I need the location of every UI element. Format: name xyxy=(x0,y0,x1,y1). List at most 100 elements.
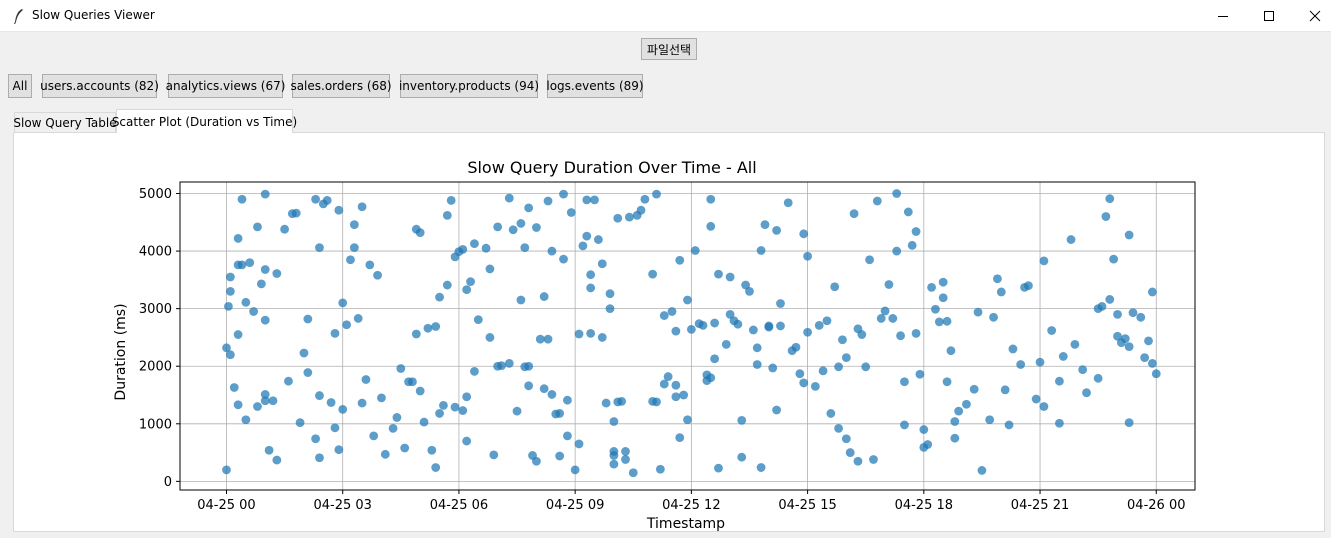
data-point xyxy=(725,272,735,282)
data-points xyxy=(222,189,1161,478)
data-point xyxy=(346,255,355,265)
data-point xyxy=(605,304,615,314)
filter-logs-events-button[interactable]: logs.events (89) xyxy=(546,74,644,98)
data-point xyxy=(841,353,851,362)
filter-inventory-products-button[interactable]: inventory.products (94) xyxy=(399,74,539,98)
y-tick-label: 1000 xyxy=(139,417,172,432)
feather-icon xyxy=(14,9,23,24)
data-point xyxy=(597,333,607,342)
filter-users-accounts-button[interactable]: users.accounts (82) xyxy=(40,74,159,98)
data-point xyxy=(659,379,669,389)
data-point xyxy=(671,380,681,390)
data-point xyxy=(508,225,518,235)
data-point xyxy=(985,415,995,425)
data-point xyxy=(504,358,514,368)
close-button[interactable] xyxy=(1292,0,1331,32)
tab-scatter-plot[interactable]: Scatter Plot (Duration vs Time) xyxy=(112,109,297,133)
data-point xyxy=(245,258,255,267)
data-point xyxy=(900,377,909,387)
data-point xyxy=(613,213,623,223)
close-icon xyxy=(1309,10,1321,22)
y-axis-label: Duration (ms) xyxy=(113,303,129,400)
data-point xyxy=(222,465,231,475)
data-point xyxy=(772,225,782,235)
data-point xyxy=(272,455,282,465)
data-point xyxy=(315,243,324,253)
data-point xyxy=(423,323,433,333)
data-point xyxy=(745,286,754,296)
data-point xyxy=(396,364,406,373)
data-point xyxy=(822,316,832,326)
filter-sales-orders-button[interactable]: sales.orders (68) xyxy=(290,74,392,98)
data-point xyxy=(229,383,239,392)
data-point xyxy=(857,330,867,339)
data-point xyxy=(532,456,541,466)
title-bar: Slow Queries Viewer xyxy=(0,0,1331,32)
data-point xyxy=(311,434,320,444)
data-point xyxy=(295,418,305,428)
data-point xyxy=(915,369,925,379)
file-select-button[interactable]: 파일선택 xyxy=(641,38,697,60)
y-tick-label: 0 xyxy=(164,475,172,490)
data-point xyxy=(442,210,452,220)
data-point xyxy=(597,259,607,269)
data-point xyxy=(621,455,630,464)
data-point xyxy=(1144,336,1153,346)
data-point xyxy=(470,239,479,248)
data-point xyxy=(799,378,809,388)
data-point xyxy=(593,235,603,244)
maximize-button[interactable] xyxy=(1246,0,1292,32)
minimize-button[interactable] xyxy=(1200,0,1246,32)
data-point xyxy=(253,402,262,411)
data-point xyxy=(233,400,243,410)
window-title: Slow Queries Viewer xyxy=(32,8,155,22)
data-point xyxy=(640,194,650,204)
data-point xyxy=(559,254,568,264)
data-point xyxy=(791,342,801,352)
tab-slow-query-table[interactable]: Slow Query Table xyxy=(13,112,117,132)
data-point xyxy=(493,222,503,232)
data-point xyxy=(803,327,812,337)
data-point xyxy=(334,205,344,215)
data-point xyxy=(504,193,514,203)
data-point xyxy=(1093,373,1103,383)
data-point xyxy=(578,241,588,251)
data-point xyxy=(776,299,785,308)
data-point xyxy=(365,260,375,270)
data-point xyxy=(1055,418,1064,428)
data-point xyxy=(574,439,584,449)
data-point xyxy=(853,456,863,466)
data-point xyxy=(249,307,259,316)
data-point xyxy=(473,315,483,324)
data-point xyxy=(756,463,766,472)
data-point xyxy=(299,348,309,358)
data-point xyxy=(752,343,762,353)
data-point xyxy=(869,455,878,464)
data-point xyxy=(892,246,902,256)
data-point xyxy=(225,350,235,360)
data-point xyxy=(330,329,340,338)
data-point xyxy=(1105,194,1115,204)
data-point xyxy=(954,406,964,416)
y-tick-label: 3000 xyxy=(139,302,172,317)
data-point xyxy=(566,208,576,217)
data-point xyxy=(586,329,596,338)
data-point xyxy=(946,346,956,356)
data-point xyxy=(748,325,758,335)
data-point xyxy=(803,251,812,261)
x-tick-label: 04-25 06 xyxy=(430,498,488,513)
data-point xyxy=(671,326,681,336)
x-tick-label: 04-25 15 xyxy=(778,498,836,513)
data-point xyxy=(415,386,425,396)
data-point xyxy=(667,307,677,316)
filter-all-button[interactable]: All xyxy=(8,74,32,98)
filter-analytics-views-button[interactable]: analytics.views (67) xyxy=(166,74,285,98)
data-point xyxy=(241,415,251,425)
data-point xyxy=(1024,281,1033,291)
data-point xyxy=(756,246,766,255)
data-point xyxy=(880,306,890,316)
data-point xyxy=(334,445,344,455)
data-point xyxy=(338,298,348,308)
data-point xyxy=(400,443,410,453)
data-point xyxy=(938,293,948,303)
